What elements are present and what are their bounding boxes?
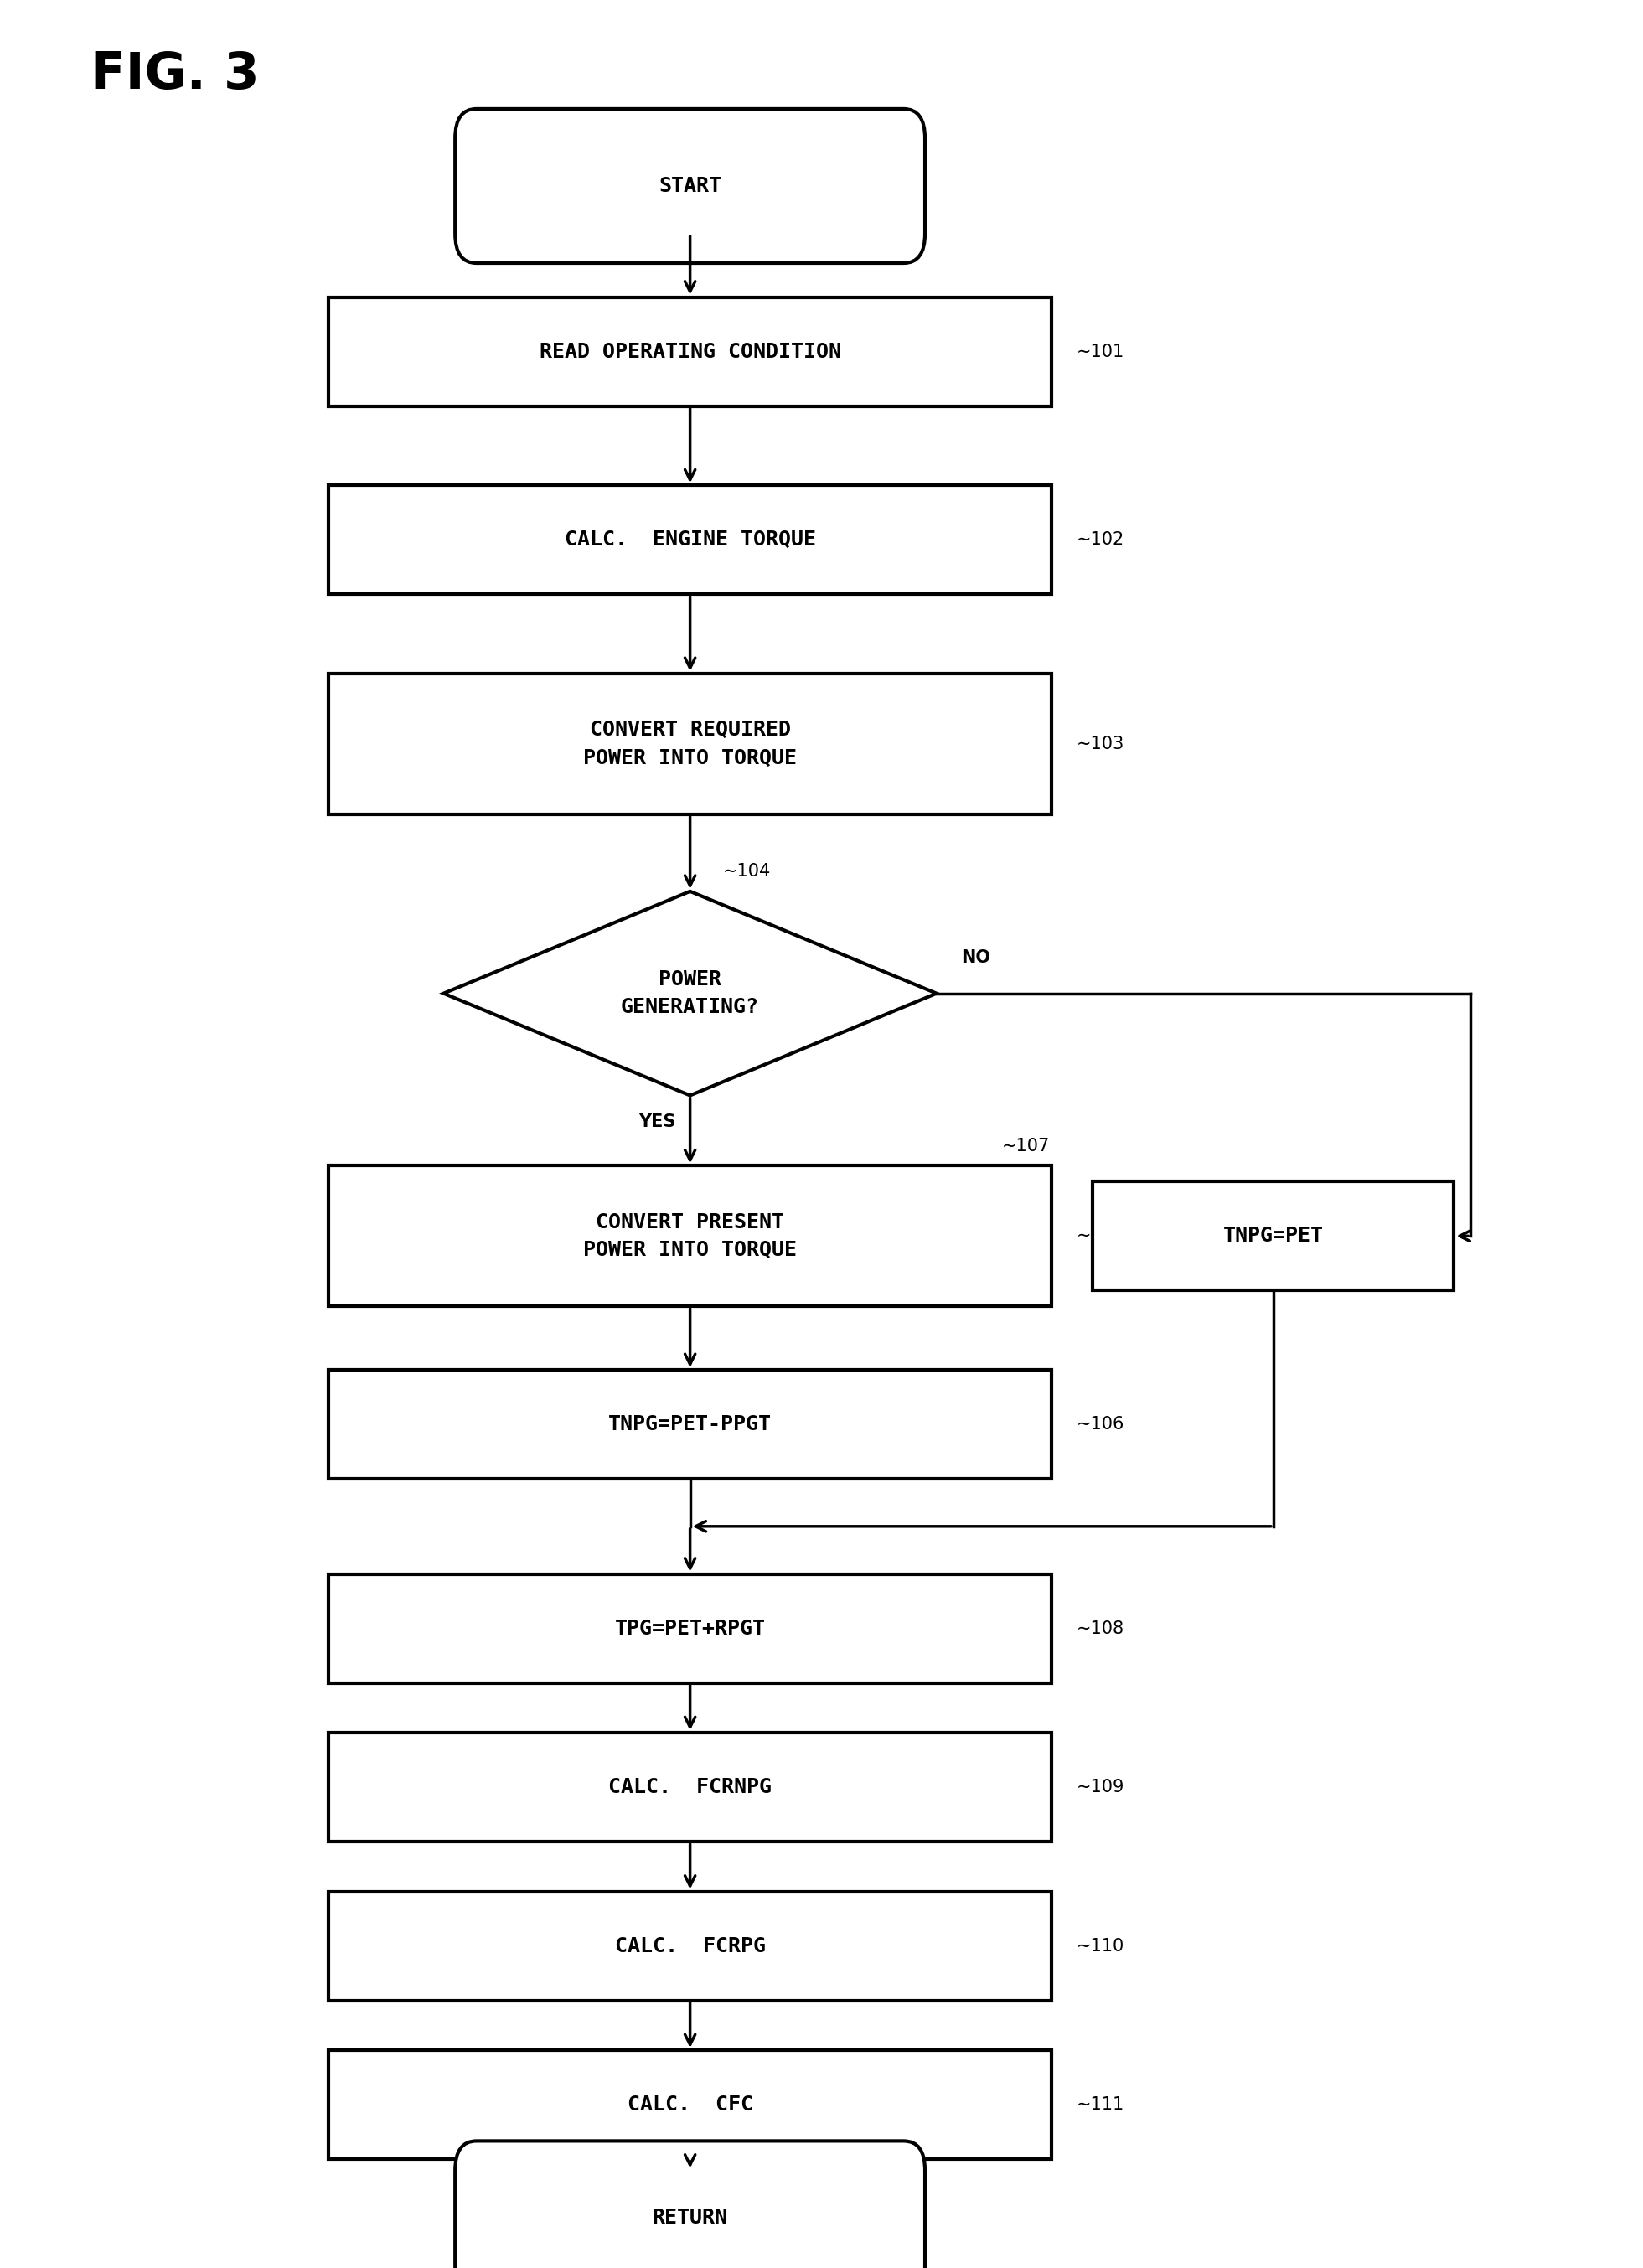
- Text: ∼103: ∼103: [1076, 735, 1124, 753]
- Bar: [329, 1370, 1052, 1479]
- Text: ∼108: ∼108: [1076, 1619, 1124, 1637]
- Bar: [329, 674, 1052, 814]
- Bar: [329, 1892, 1052, 2000]
- Text: CONVERT REQUIRED
POWER INTO TORQUE: CONVERT REQUIRED POWER INTO TORQUE: [583, 719, 797, 769]
- Bar: [329, 1166, 1052, 1306]
- Text: ∼111: ∼111: [1076, 2096, 1124, 2114]
- Text: TPG=PET+RPGT: TPG=PET+RPGT: [614, 1619, 766, 1637]
- Text: POWER
GENERATING?: POWER GENERATING?: [621, 968, 759, 1018]
- Text: ∼105: ∼105: [1076, 1227, 1124, 1245]
- Text: RETURN: RETURN: [652, 2209, 728, 2227]
- FancyBboxPatch shape: [455, 109, 925, 263]
- Bar: [329, 1733, 1052, 1842]
- Bar: [1093, 1182, 1454, 1290]
- Text: CALC.  CFC: CALC. CFC: [628, 2096, 752, 2114]
- Bar: [329, 2050, 1052, 2159]
- Text: NO: NO: [961, 950, 991, 966]
- Text: ∼107: ∼107: [1002, 1139, 1050, 1154]
- Text: READ OPERATING CONDITION: READ OPERATING CONDITION: [539, 342, 841, 361]
- Polygon shape: [444, 891, 937, 1095]
- Bar: [329, 1574, 1052, 1683]
- Text: CALC.  FCRPG: CALC. FCRPG: [614, 1937, 766, 1955]
- Text: ∼106: ∼106: [1076, 1415, 1124, 1433]
- Bar: [329, 485, 1052, 594]
- Text: TNPG=PET: TNPG=PET: [1222, 1227, 1324, 1245]
- Text: ∼109: ∼109: [1076, 1778, 1124, 1796]
- Text: ∼104: ∼104: [723, 864, 771, 880]
- Text: FIG. 3: FIG. 3: [90, 50, 260, 100]
- Text: ∼101: ∼101: [1076, 342, 1124, 361]
- Text: CALC.  FCRNPG: CALC. FCRNPG: [608, 1778, 772, 1796]
- FancyBboxPatch shape: [455, 2141, 925, 2268]
- Text: CALC.  ENGINE TORQUE: CALC. ENGINE TORQUE: [565, 531, 815, 549]
- Text: CONVERT PRESENT
POWER INTO TORQUE: CONVERT PRESENT POWER INTO TORQUE: [583, 1211, 797, 1261]
- Text: ∼110: ∼110: [1076, 1937, 1124, 1955]
- Bar: [329, 297, 1052, 406]
- Text: TNPG=PET-PPGT: TNPG=PET-PPGT: [608, 1415, 772, 1433]
- Text: ∼102: ∼102: [1076, 531, 1124, 549]
- Text: START: START: [659, 177, 721, 195]
- Text: YES: YES: [639, 1114, 675, 1129]
